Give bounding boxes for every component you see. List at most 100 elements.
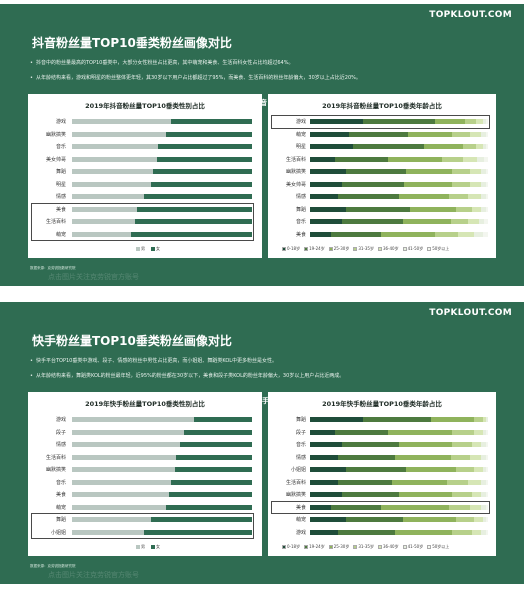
brand-logo: TOPKLOUT.COM (429, 308, 512, 318)
age-bar-segment (468, 479, 481, 485)
legend-item: 25-30岁 (328, 544, 350, 550)
age-bar-segment (452, 429, 474, 435)
legend-swatch (353, 247, 358, 251)
age-bar-segment (482, 231, 488, 237)
age-bar-segment (470, 131, 481, 137)
legend-label: 25-30岁 (333, 246, 350, 251)
gender-row-label: 幽默搞笑 (45, 467, 66, 473)
legend-swatch (328, 545, 333, 549)
age-bar-segment (450, 454, 471, 460)
age-row-label: 情感 (295, 194, 306, 200)
age-bar-segment (404, 181, 453, 187)
age-bar-segment (399, 442, 453, 447)
age-row-label: 幽默搞笑 (285, 492, 306, 498)
gender-highlight-box (31, 513, 254, 539)
age-bar-segment (448, 504, 471, 510)
age-bar-segment (338, 194, 399, 199)
legend-label: 31-35岁 (358, 246, 374, 251)
gender-bar-male (72, 219, 135, 224)
age-bar-segment (310, 492, 343, 497)
age-bar-segment (484, 219, 488, 224)
age-bar-segment (480, 131, 487, 137)
age-legend: 0-18岁 19-24岁 25-30岁 31-35岁 36-40岁 41-50岁 50岁以上 (282, 544, 449, 550)
age-row-label: 生活百科 (285, 479, 306, 486)
legend-label: 25-30岁 (333, 544, 350, 549)
age-bar-segment (486, 194, 488, 199)
gender-row-label: 舞蹈 (55, 169, 66, 175)
age-bar-segment (310, 467, 346, 472)
bullet-text: 从年龄结构来看，游戏和明星的粉丝整体更年轻，其30岁以下用户占比都超过了95%，… (30, 74, 361, 81)
gender-row-label: 段子 (55, 429, 66, 436)
age-bar-segment (486, 429, 488, 435)
age-bar-segment (470, 454, 481, 460)
age-bar-segment (452, 181, 471, 187)
legend-swatch (304, 545, 309, 549)
age-bar-segment (486, 467, 488, 472)
age-bar-segment (381, 504, 449, 510)
age-bar-segment (484, 156, 488, 162)
gender-bar-female (151, 181, 252, 187)
gender-legend: 男女 (136, 246, 160, 252)
legend-label: 男 (141, 246, 145, 251)
gender-bar-male (72, 467, 175, 472)
legend-label: 50岁以上 (432, 544, 450, 549)
gender-row-label: 生活百科 (45, 454, 66, 461)
legend-label: 0-18岁 (287, 544, 301, 549)
age-bar-segment (406, 467, 456, 472)
age-bar-segment (471, 492, 481, 497)
age-bar-segment (452, 442, 472, 447)
age-row-label: 段子 (295, 429, 306, 436)
gender-row-label: 萌宠 (55, 504, 66, 511)
age-bar-segment (345, 467, 407, 472)
legend-swatch (136, 545, 140, 549)
gender-bar-male (72, 454, 177, 460)
age-bar-segment (310, 194, 339, 199)
age-bar-segment (482, 429, 487, 435)
gender-bar-female (176, 454, 252, 460)
age-bar-segment (455, 517, 474, 522)
age-bar-segment (399, 194, 449, 199)
gender-bar-female (135, 219, 252, 224)
age-row-label: 生活百科 (285, 156, 306, 163)
gender-row-label: 生活百科 (45, 219, 66, 225)
age-bar-segment (388, 156, 442, 162)
legend-label: 36-40岁 (382, 544, 399, 549)
age-bar-segment (310, 517, 346, 522)
age-bar-segment (486, 206, 488, 212)
legend-label: 女 (156, 544, 160, 549)
gender-row-label: 幽默搞笑 (45, 131, 66, 138)
age-bar-segment (482, 417, 487, 422)
age-bar-segment (310, 181, 343, 187)
legend-swatch (402, 247, 407, 251)
age-bar-segment (345, 206, 410, 212)
legend-swatch (427, 545, 432, 549)
age-bar-segment (310, 131, 350, 137)
age-bar-segment (448, 194, 469, 199)
gender-row-label: 小姐姐 (50, 529, 66, 536)
legend-label: 19-24岁 (309, 246, 325, 251)
legend-item: 36-40岁 (377, 544, 399, 550)
age-bar-segment (310, 417, 364, 422)
gender-row-label: 美女帅哥 (45, 156, 66, 163)
age-bar-segment (471, 206, 481, 212)
age-row-label: 美食 (295, 504, 306, 511)
legend-item: 0-18岁 (282, 544, 300, 550)
age-bar-segment (473, 417, 483, 422)
gender-bar-female (165, 504, 252, 510)
legend-item: 50岁以上 (427, 544, 449, 550)
gender-row-label: 游戏 (55, 119, 66, 125)
age-bar-segment (331, 504, 382, 510)
gender-chart-title: 2019年抖音粉丝量TOP10垂类性别占比 (85, 102, 205, 110)
age-bar-segment (486, 529, 488, 535)
legend-swatch (304, 247, 309, 251)
gender-bar-male (72, 194, 144, 199)
age-bar-segment (486, 504, 488, 510)
age-bar-segment (470, 169, 481, 174)
gender-row-label: 情感 (55, 194, 66, 200)
age-bar-segment (486, 131, 488, 137)
gender-bar-male (72, 504, 166, 510)
gender-chart-panel: 2019年快手粉丝量TOP10垂类性别占比 游戏 段子 情感 生活百科 幽默搞笑 音乐 美食萌… (28, 392, 262, 556)
age-bar-segment (423, 144, 464, 149)
watermark-text: 点击图片关注克劳锐官方账号 (48, 571, 139, 579)
age-bar-segment (310, 231, 332, 237)
